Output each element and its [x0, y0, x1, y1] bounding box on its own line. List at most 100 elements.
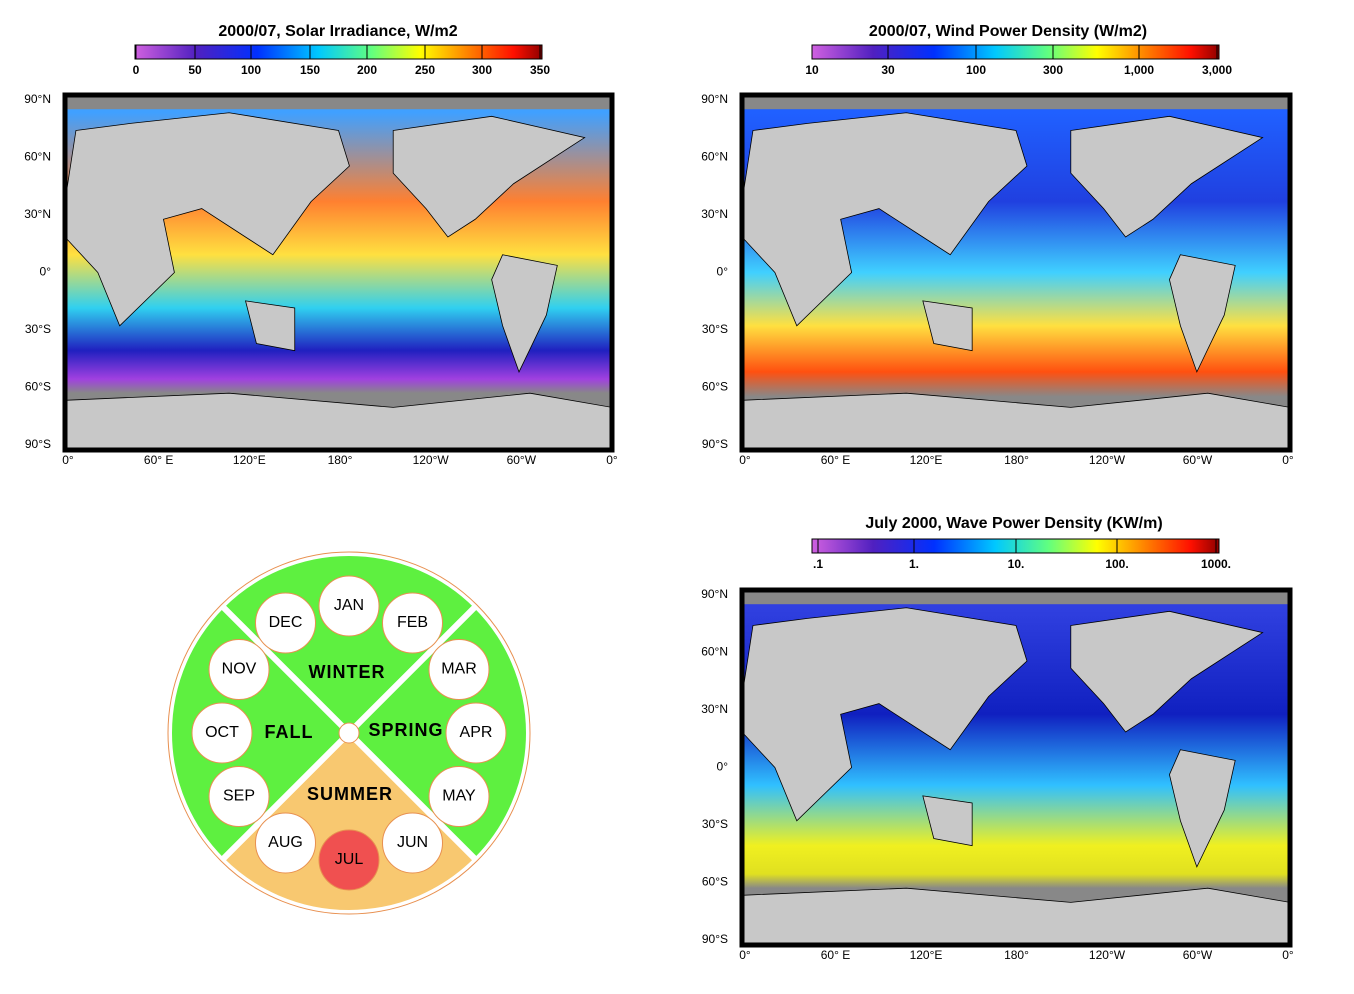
wheel-outline: [167, 551, 531, 915]
panel-title: July 2000, Wave Power Density (KW/m): [865, 515, 1162, 532]
colorbar-label: 300: [472, 63, 492, 77]
lat-label: 30°S: [702, 817, 728, 831]
lon-label: 180°: [1004, 948, 1029, 962]
colorbar-label: 30: [881, 63, 895, 77]
lon-label: 60° E: [144, 453, 173, 467]
map-polar: [65, 95, 612, 110]
lat-label: 30°N: [701, 207, 728, 221]
month-button[interactable]: [318, 829, 380, 891]
lat-label: 90°S: [25, 437, 51, 451]
land: [1169, 254, 1236, 373]
lon-label: 120°E: [910, 948, 943, 962]
land: [922, 300, 973, 352]
panel-title: 2000/07, Solar Irradiance, W/m2: [218, 23, 457, 40]
colorbar-label: 250: [415, 63, 435, 77]
colorbar-label: 300: [1043, 63, 1063, 77]
lon-label: 60°W: [1183, 453, 1213, 467]
lat-label: 0°: [717, 265, 729, 279]
lon-label: 180°: [1004, 453, 1029, 467]
month-button[interactable]: [382, 592, 443, 654]
month-label: NOV: [222, 661, 257, 678]
month-button[interactable]: [255, 812, 316, 874]
month-button[interactable]: [428, 766, 490, 827]
lat-label: 60°N: [701, 150, 728, 164]
colorbar: [811, 44, 1220, 60]
map-frame: [62, 92, 615, 453]
lat-label: 60°N: [24, 150, 51, 164]
month-label: MAR: [441, 661, 477, 678]
lon-label: 120°E: [910, 453, 943, 467]
lat-label: 0°: [717, 760, 729, 774]
month-label: MAY: [442, 788, 476, 805]
season-label: WINTER: [309, 662, 386, 682]
map-polar: [742, 590, 1290, 605]
wheel-center: [338, 722, 360, 744]
month-button[interactable]: [318, 575, 380, 637]
land: [244, 300, 296, 352]
lon-label: 120°W: [413, 453, 450, 467]
colorbar-label: 150: [300, 63, 320, 77]
land: [64, 112, 350, 327]
season-label: SUMMER: [307, 784, 393, 804]
lon-label: 60°W: [1183, 948, 1213, 962]
land: [392, 115, 586, 238]
lat-label: 90°N: [24, 92, 51, 106]
lat-label: 30°S: [702, 322, 728, 336]
month-button[interactable]: [208, 766, 270, 827]
month-label: SEP: [223, 788, 255, 805]
month-label: AUG: [268, 834, 303, 851]
land: [1169, 749, 1236, 868]
lat-label: 0°: [40, 265, 52, 279]
colorbar-label: 1000.: [1201, 557, 1231, 571]
land: [922, 795, 973, 847]
colorbar-label: 10.: [1008, 557, 1025, 571]
colorbar-label: 0: [133, 63, 140, 77]
land: [741, 607, 1028, 822]
month-button[interactable]: [382, 812, 443, 874]
season-label: SPRING: [368, 720, 443, 740]
lat-label: 90°S: [702, 437, 728, 451]
panel-title: 2000/07, Wind Power Density (W/m2): [869, 23, 1147, 40]
lat-label: 90°S: [702, 932, 728, 946]
month-label: JUN: [397, 834, 428, 851]
lat-label: 90°N: [701, 587, 728, 601]
lon-label: 120°E: [233, 453, 266, 467]
lat-label: 30°N: [24, 207, 51, 221]
colorbar-label: 200: [357, 63, 377, 77]
colorbar-label: 100: [241, 63, 261, 77]
land: [491, 254, 558, 373]
month-button[interactable]: [191, 702, 253, 764]
lon-label: 0°: [739, 453, 751, 467]
month-label: OCT: [205, 724, 239, 741]
month-button[interactable]: [255, 592, 316, 654]
lon-label: 60° E: [821, 948, 850, 962]
month-button[interactable]: [445, 702, 507, 764]
lat-label: 90°N: [701, 92, 728, 106]
lat-label: 30°S: [25, 322, 51, 336]
lon-label: 0°: [606, 453, 618, 467]
lon-label: 0°: [739, 948, 751, 962]
map-frame: [739, 587, 1293, 948]
month-label: APR: [460, 724, 493, 741]
season-label: FALL: [265, 722, 314, 742]
land: [1070, 115, 1264, 238]
colorbar-label: 350: [530, 63, 550, 77]
colorbar-label: .1: [813, 557, 823, 571]
lon-label: 0°: [62, 453, 74, 467]
lat-label: 30°N: [701, 702, 728, 716]
map-frame: [739, 92, 1293, 453]
month-button[interactable]: [428, 639, 490, 700]
month-button[interactable]: [208, 639, 270, 700]
colorbar-label: 1,000: [1124, 63, 1154, 77]
colorbar-label: 3,000: [1202, 63, 1232, 77]
lon-label: 120°W: [1089, 948, 1126, 962]
lon-label: 0°: [1282, 948, 1294, 962]
colorbar: [134, 44, 543, 60]
lon-label: 60° E: [821, 453, 850, 467]
colorbar-label: 50: [188, 63, 202, 77]
lon-label: 0°: [1282, 453, 1294, 467]
colorbar-label: 1.: [909, 557, 919, 571]
map-polar: [742, 95, 1290, 110]
land: [741, 112, 1028, 327]
